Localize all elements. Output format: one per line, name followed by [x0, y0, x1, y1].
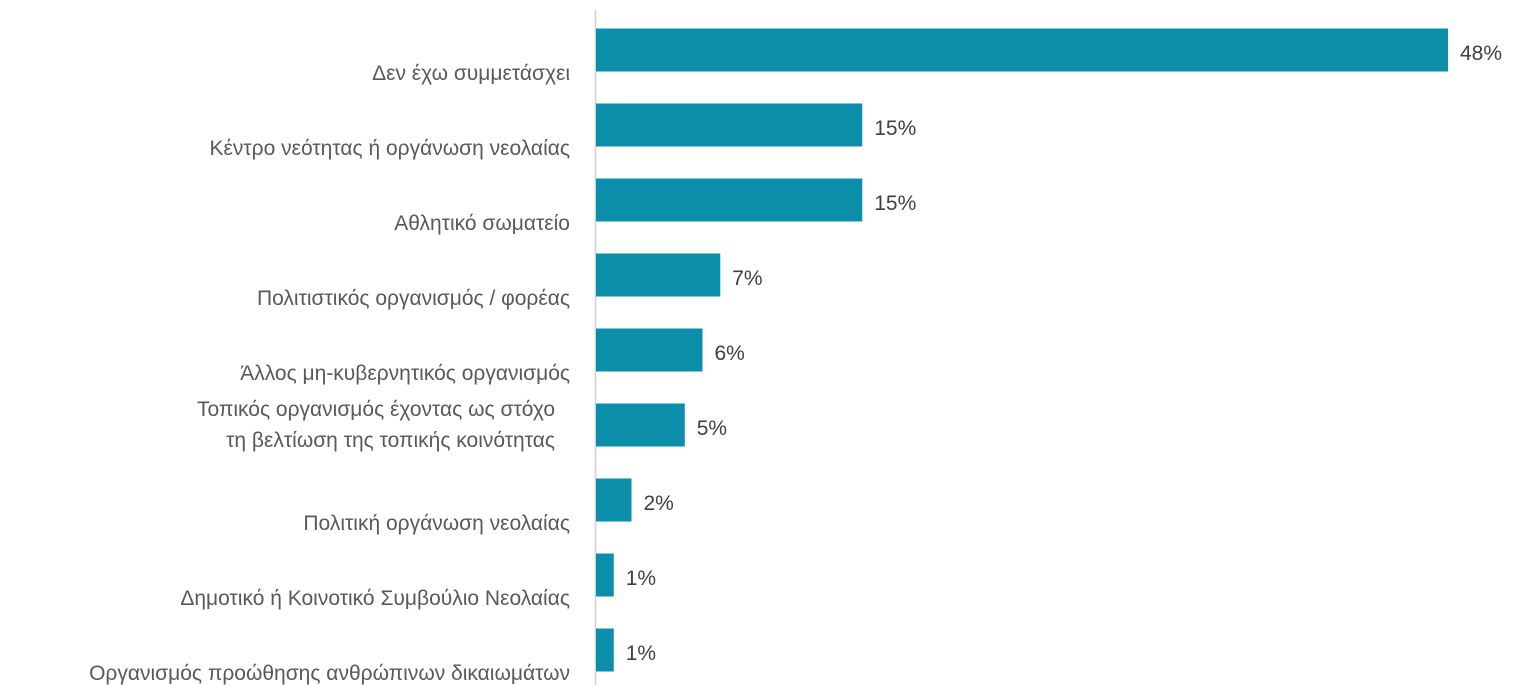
category-label: Πολιτική οργάνωση νεολαίας: [303, 512, 570, 535]
value-label: 6%: [715, 342, 745, 365]
value-label: 7%: [732, 267, 762, 290]
category-label: Αθλητικό σωματείο: [394, 212, 570, 235]
bar: [596, 28, 1448, 72]
value-label: 5%: [697, 417, 727, 440]
category-label: Άλλος μη-κυβερνητικός οργανισμός: [240, 362, 570, 385]
value-label: 1%: [626, 567, 656, 590]
bar: [596, 553, 614, 597]
value-label: 1%: [626, 642, 656, 665]
value-label: 15%: [874, 117, 916, 140]
value-label: 15%: [874, 192, 916, 215]
bar: [596, 178, 863, 222]
category-label: Κέντρο νεότητας ή οργάνωση νεολαίας: [210, 137, 570, 160]
bar: [596, 403, 685, 447]
category-label: Πολιτιστικός οργανισμός / φορέας: [257, 287, 570, 310]
category-label: Οργανισμός προώθησης ανθρώπινων δικαιωμά…: [89, 662, 570, 685]
bar: [596, 253, 721, 297]
value-label: 48%: [1460, 42, 1502, 65]
category-label: Δεν έχω συμμετάσχει: [372, 62, 570, 85]
bar: [596, 328, 703, 372]
value-label: 2%: [644, 492, 674, 515]
category-label: Τοπικός οργανισμός έχοντας ως στόχο τη βε…: [197, 398, 555, 452]
bar: [596, 478, 632, 522]
category-label: Δημοτικό ή Κοινοτικό Συμβούλιο Νεολαίας: [180, 587, 570, 610]
bar: [596, 103, 863, 147]
bar: [596, 628, 614, 672]
